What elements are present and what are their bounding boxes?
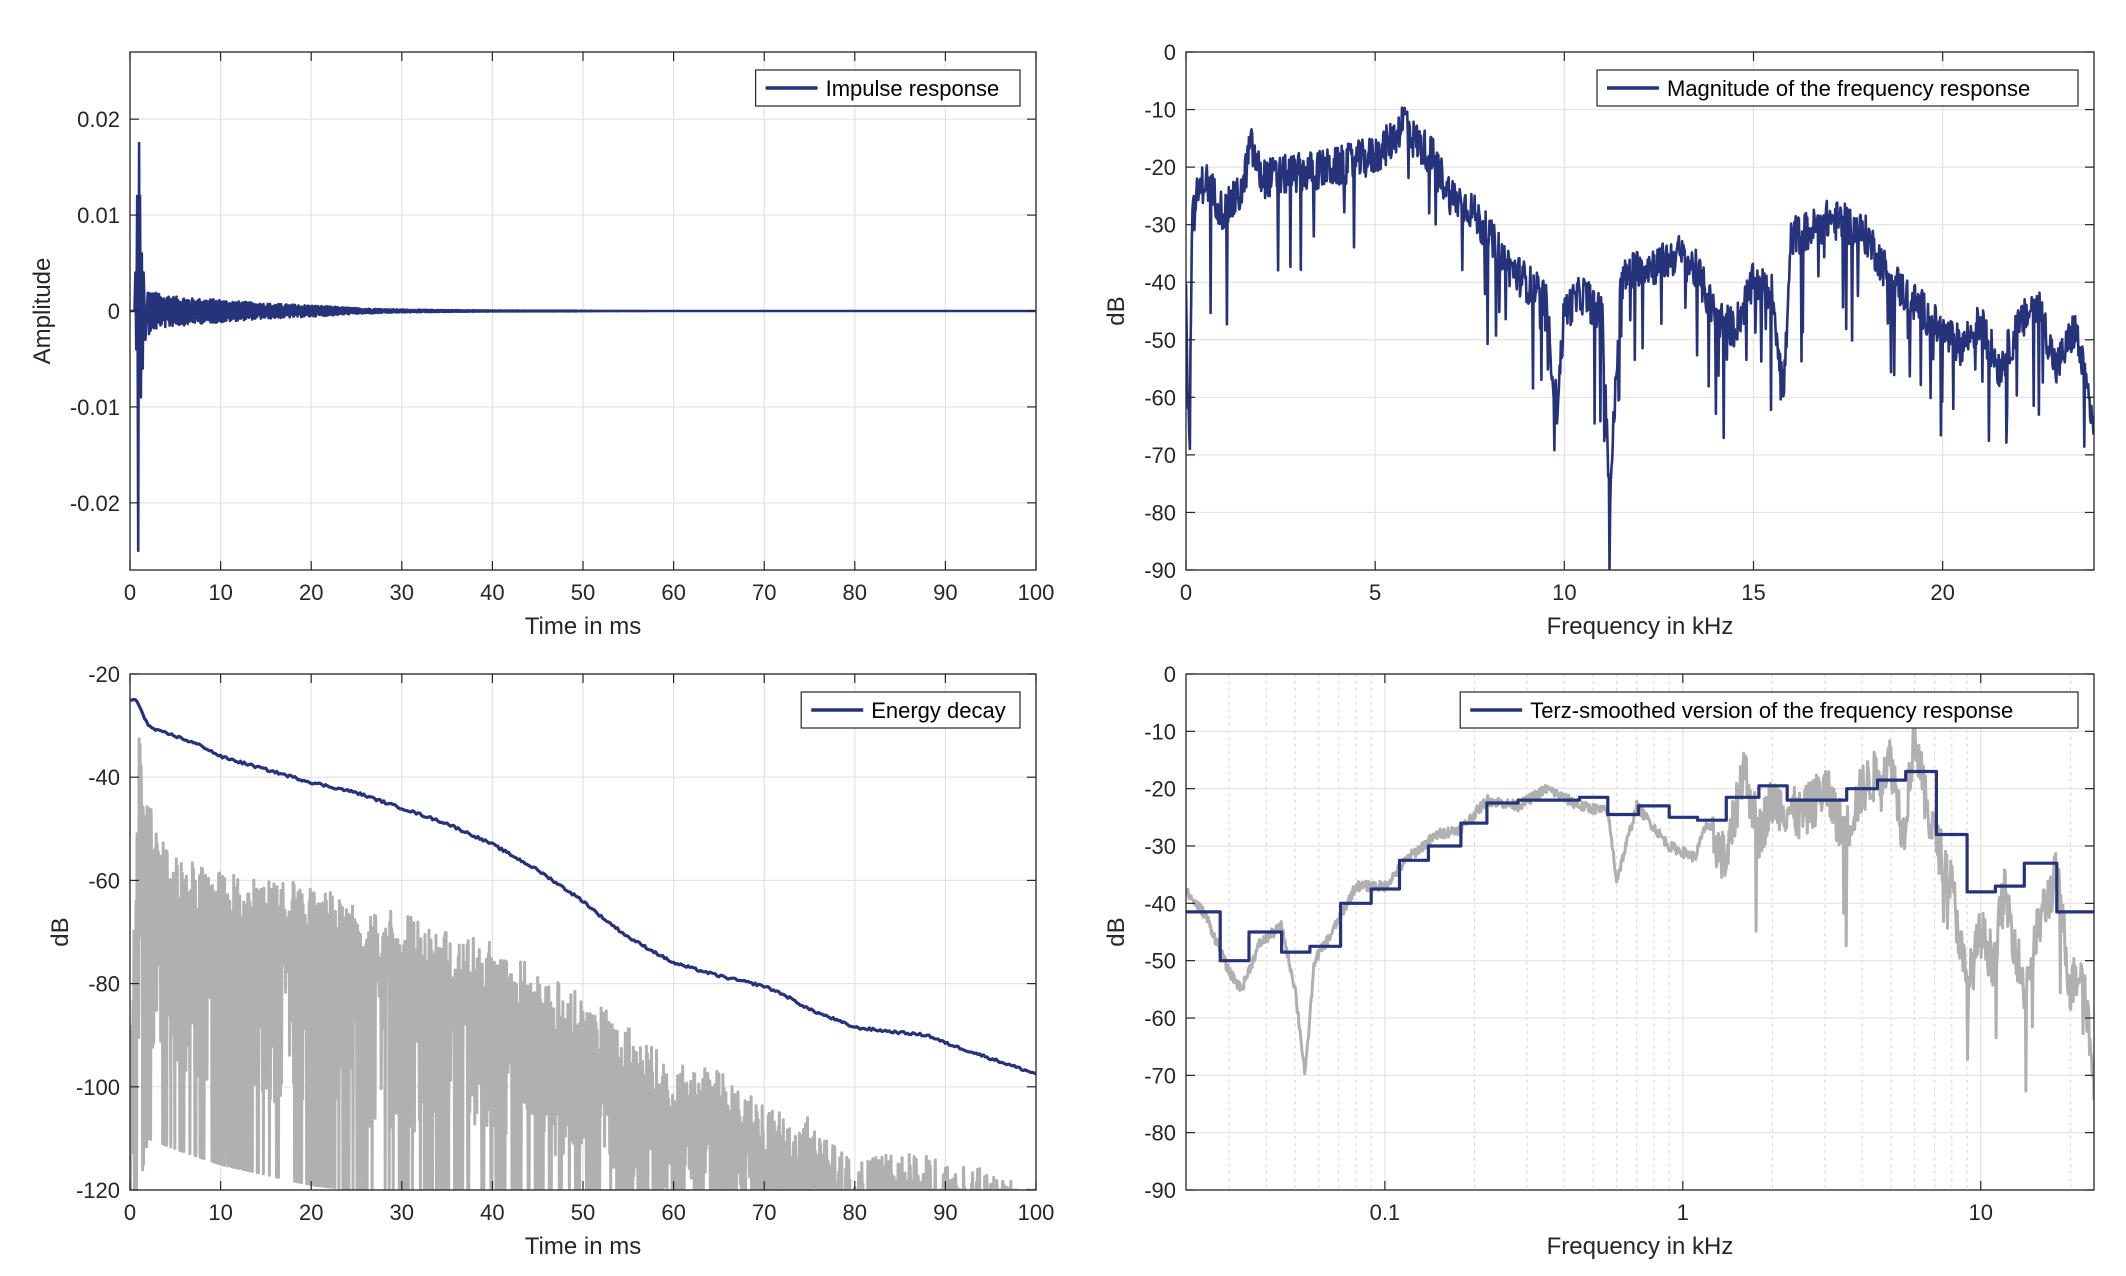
y-tick-label: -40 — [88, 765, 120, 790]
x-tick-label: 15 — [1741, 580, 1765, 605]
x-tick-label: 0 — [124, 580, 136, 605]
legend-label: Magnitude of the frequency response — [1667, 76, 2030, 101]
plot-area — [1186, 52, 2094, 570]
y-tick-label: -30 — [1144, 213, 1176, 238]
x-tick-label: 60 — [661, 1200, 685, 1225]
y-tick-label: -0.01 — [70, 395, 120, 420]
legend-label: Energy decay — [871, 698, 1006, 723]
axes-box — [1185, 673, 2095, 1191]
series-line-magnitude-of-the-frequency-response — [1186, 106, 2094, 570]
series-line-unnamed-1 — [130, 737, 1036, 1190]
chart-energy-decay: 0 10 20 30 40 50 60 70 80 90 100 -20 -40 -60 -80 -100 -1… — [47, 662, 1054, 1260]
x-tick-label: 30 — [390, 580, 414, 605]
y-tick-label: -30 — [1144, 834, 1176, 859]
y-tick-label: -20 — [1144, 155, 1176, 180]
axes-box — [1185, 51, 2095, 571]
x-tick-label: 90 — [933, 1200, 957, 1225]
x-tick-label: 50 — [571, 580, 595, 605]
y-tick-label: 0 — [1164, 662, 1176, 687]
chart-magnitude: 0 5 10 15 20 0 -10 -20 -30 -40 -50 -60 -70 -80 -90 Freq… — [1103, 40, 2095, 640]
chart-terz: 0.1 1 10 0 -10 -20 -30 -40 -50 -60 -70 -80 -90 Freque… — [1103, 662, 2095, 1260]
x-tick-label: 70 — [752, 580, 776, 605]
x-tick-label: 80 — [843, 1200, 867, 1225]
x-tick-label: 90 — [933, 580, 957, 605]
x-tick-label: 0 — [1180, 580, 1192, 605]
y-axis-label: Amplitude — [29, 258, 56, 365]
y-tick-label: -40 — [1144, 891, 1176, 916]
y-tick-label: -10 — [1144, 98, 1176, 123]
x-tick-label: 10 — [208, 1200, 232, 1225]
x-tick-label: 0.1 — [1370, 1200, 1401, 1225]
x-tick-label: 30 — [390, 1200, 414, 1225]
y-tick-label: -100 — [76, 1075, 120, 1100]
y-tick-label: 0 — [108, 299, 120, 324]
legend-label: Terz-smoothed version of the frequency r… — [1530, 698, 2013, 723]
y-tick-label: -50 — [1144, 328, 1176, 353]
x-tick-label: 40 — [480, 1200, 504, 1225]
x-axis-label: Frequency in kHz — [1547, 613, 1734, 640]
y-tick-label: -40 — [1144, 270, 1176, 295]
x-tick-label: 20 — [1930, 580, 1954, 605]
legend-label: Impulse response — [826, 76, 1000, 101]
y-tick-label: -50 — [1144, 949, 1176, 974]
y-tick-label: -90 — [1144, 558, 1176, 583]
x-axis-label: Frequency in kHz — [1547, 1233, 1734, 1260]
x-tick-label: 80 — [843, 580, 867, 605]
y-tick-label: -60 — [1144, 1006, 1176, 1031]
y-tick-label: -80 — [1144, 1121, 1176, 1146]
x-tick-label: 10 — [1968, 1200, 1992, 1225]
y-tick-label: -0.02 — [70, 491, 120, 516]
x-tick-label: 10 — [1552, 580, 1576, 605]
y-tick-label: -10 — [1144, 719, 1176, 744]
y-tick-label: 0.01 — [77, 203, 120, 228]
x-tick-label: 0 — [124, 1200, 136, 1225]
x-tick-label: 60 — [661, 580, 685, 605]
x-tick-label: 5 — [1369, 580, 1381, 605]
y-tick-label: -20 — [88, 662, 120, 687]
x-tick-label: 100 — [1018, 1200, 1055, 1225]
x-axis-label: Time in ms — [525, 613, 641, 640]
y-tick-label: 0.02 — [77, 107, 120, 132]
legend-box — [1459, 691, 2079, 729]
plot-series — [130, 697, 1036, 1190]
y-axis-label: dB — [47, 917, 74, 946]
x-tick-label: 10 — [208, 580, 232, 605]
series-line-energy-decay — [130, 697, 1036, 1076]
y-tick-label: -120 — [76, 1178, 120, 1203]
plot-series — [1186, 106, 2094, 570]
y-tick-label: -90 — [1144, 1178, 1176, 1203]
chart-impulse: 0 10 20 30 40 50 60 70 80 90 100 0.02 0.01 0 -0.01 -0.0… — [29, 51, 1055, 640]
y-tick-label: -80 — [1144, 500, 1176, 525]
series-line-terz-smoothed-version-of-the-frequency-response — [1186, 769, 2094, 963]
x-tick-label: 100 — [1018, 580, 1055, 605]
series-line-impulse-response — [130, 141, 1036, 553]
y-axis-label: dB — [1103, 296, 1130, 325]
y-tick-label: -60 — [1144, 385, 1176, 410]
x-tick-label: 50 — [571, 1200, 595, 1225]
y-tick-label: 0 — [1164, 40, 1176, 65]
y-tick-label: -70 — [1144, 443, 1176, 468]
x-tick-label: 1 — [1677, 1200, 1689, 1225]
x-tick-label: 40 — [480, 580, 504, 605]
y-tick-label: -70 — [1144, 1063, 1176, 1088]
legend-box — [1596, 69, 2079, 107]
x-axis-label: Time in ms — [525, 1233, 641, 1260]
plot-series — [1186, 714, 2094, 1101]
y-tick-label: -60 — [88, 868, 120, 893]
y-tick-label: -80 — [88, 972, 120, 997]
x-tick-label: 70 — [752, 1200, 776, 1225]
x-tick-label: 20 — [299, 1200, 323, 1225]
x-tick-label: 20 — [299, 580, 323, 605]
y-tick-label: -20 — [1144, 777, 1176, 802]
y-axis-label: dB — [1103, 917, 1130, 946]
plot-area — [1186, 674, 2094, 1190]
plot-series — [130, 141, 1036, 553]
